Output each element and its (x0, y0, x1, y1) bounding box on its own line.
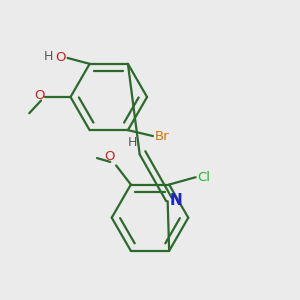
Text: O: O (34, 89, 45, 102)
Text: H: H (44, 50, 53, 63)
Text: H: H (128, 136, 137, 149)
Text: O: O (104, 150, 115, 163)
Text: O: O (56, 52, 66, 64)
Text: Cl: Cl (197, 171, 210, 184)
Text: N: N (169, 193, 182, 208)
Text: Br: Br (154, 130, 169, 142)
